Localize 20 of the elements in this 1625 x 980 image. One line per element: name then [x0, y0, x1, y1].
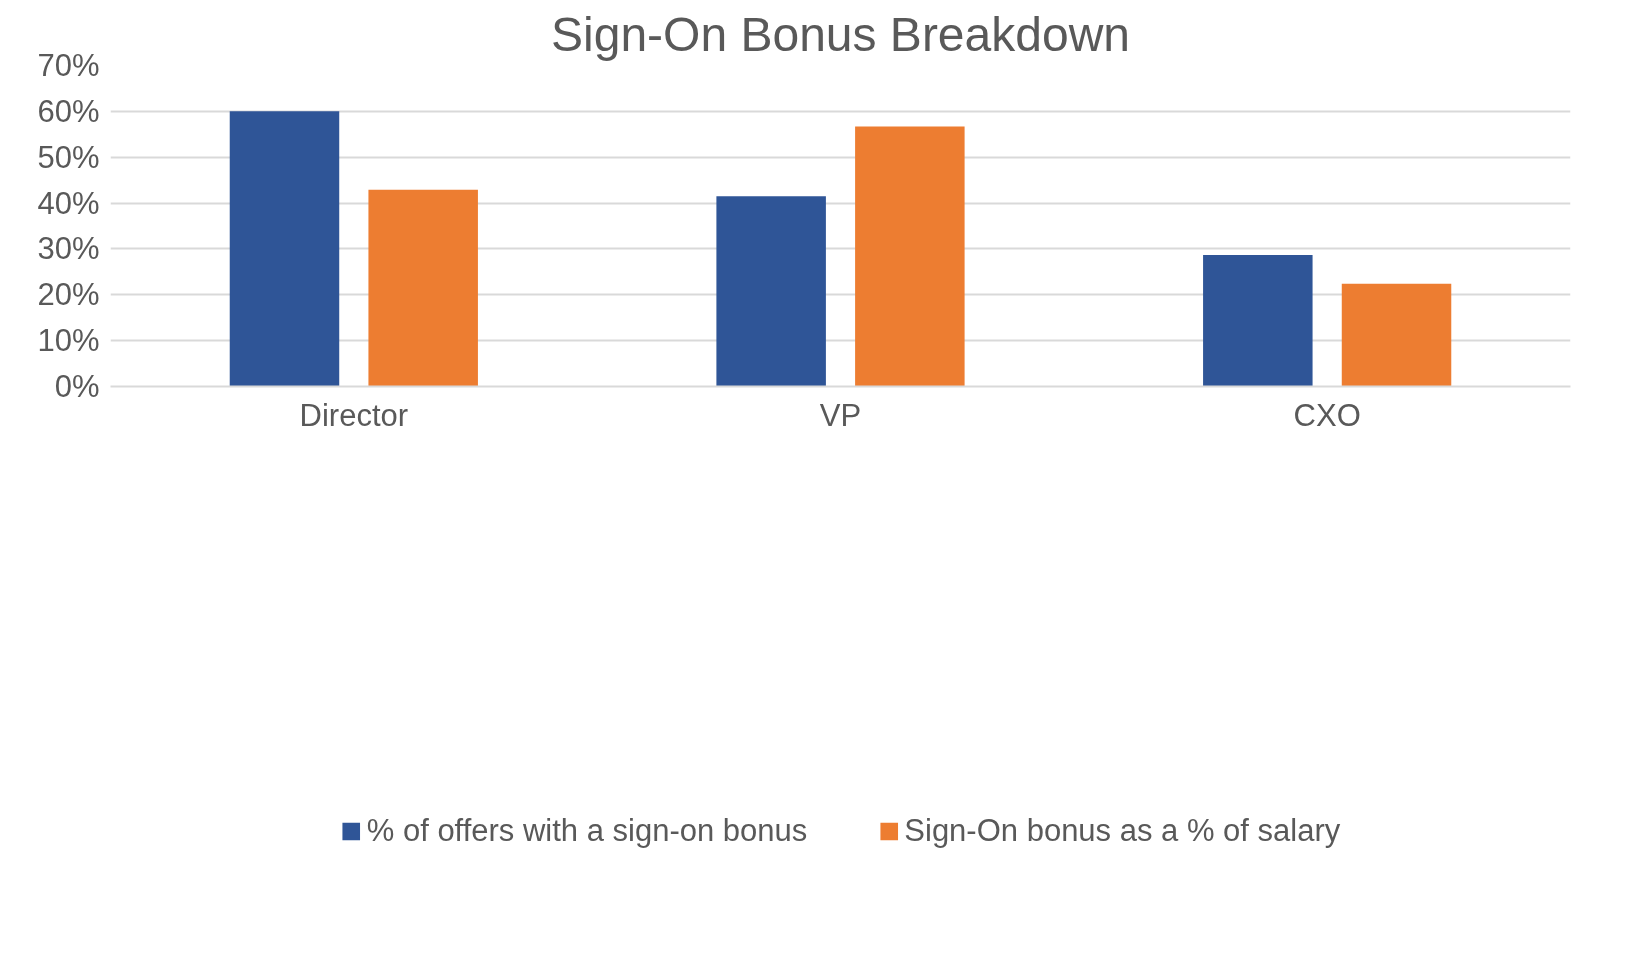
y-tick-label: 60% [37, 93, 100, 129]
x-tick-label: CXO [1293, 397, 1361, 433]
y-tick-label: 0% [54, 369, 100, 404]
bar [229, 111, 340, 387]
y-tick-label: 20% [37, 277, 100, 313]
bar [716, 196, 826, 387]
y-tick-label: 50% [37, 139, 100, 175]
bar [1203, 254, 1313, 387]
y-tick-label: 70% [37, 48, 100, 83]
x-tick-label: Director [299, 397, 409, 433]
y-tick-label: 10% [37, 323, 100, 359]
y-tick-label: 40% [37, 185, 100, 221]
bar [368, 189, 478, 387]
bar [1341, 283, 1452, 387]
x-tick-label: VP [819, 397, 862, 433]
bar [855, 126, 965, 387]
legend-label: % of offers with a sign-on bonus [366, 813, 808, 849]
legend-label: Sign-On bonus as a % of salary [904, 813, 1341, 849]
y-tick-label: 30% [37, 231, 100, 267]
chart-title: Sign-On Bonus Breakdown [551, 7, 1130, 61]
